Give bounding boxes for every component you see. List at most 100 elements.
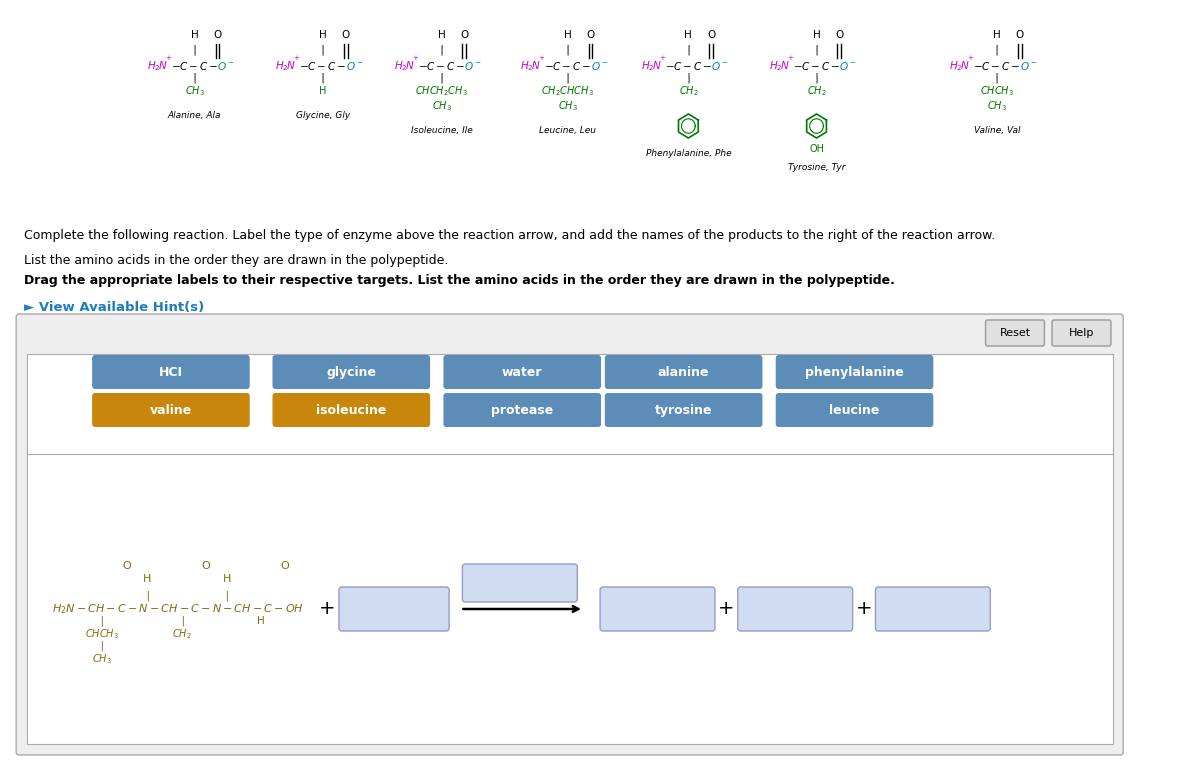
Text: H: H	[812, 30, 821, 40]
FancyBboxPatch shape	[738, 587, 853, 631]
FancyBboxPatch shape	[92, 393, 250, 427]
Text: $H_2\!N$: $H_2\!N$	[949, 59, 970, 73]
FancyBboxPatch shape	[605, 393, 762, 427]
Text: glycine: glycine	[326, 365, 377, 378]
Text: water: water	[502, 365, 542, 378]
Text: $H_2\!N$: $H_2\!N$	[394, 59, 414, 73]
Text: ► View Available Hint(s): ► View Available Hint(s)	[24, 301, 204, 314]
Text: |: |	[438, 73, 445, 83]
Text: |: |	[685, 45, 691, 55]
Text: |: |	[192, 73, 198, 83]
Text: $-C-C-$: $-C-C-$	[793, 60, 840, 72]
Text: Help: Help	[1069, 328, 1094, 338]
Text: $CH_2$: $CH_2$	[678, 84, 698, 98]
Text: |: |	[994, 73, 1000, 83]
FancyBboxPatch shape	[775, 393, 934, 427]
Text: +: +	[539, 55, 544, 61]
Text: +: +	[856, 600, 872, 619]
FancyBboxPatch shape	[462, 564, 577, 602]
FancyBboxPatch shape	[600, 587, 715, 631]
Text: H: H	[994, 30, 1001, 40]
Text: |: |	[438, 45, 445, 55]
Text: |: |	[685, 73, 691, 83]
FancyBboxPatch shape	[1052, 320, 1111, 346]
Text: $-C-C-$: $-C-C-$	[299, 60, 347, 72]
FancyBboxPatch shape	[605, 355, 762, 389]
Text: Alanine, Ala: Alanine, Ala	[168, 111, 221, 120]
Text: $-C-C-$: $-C-C-$	[544, 60, 592, 72]
FancyBboxPatch shape	[985, 320, 1044, 346]
FancyBboxPatch shape	[876, 587, 990, 631]
FancyBboxPatch shape	[16, 314, 1123, 755]
Text: Drag the appropriate labels to their respective targets. List the amino acids in: Drag the appropriate labels to their res…	[24, 274, 895, 287]
Text: tyrosine: tyrosine	[655, 403, 713, 416]
Text: $H_2N-CH-C-N-CH-C-N-CH-C-OH$: $H_2N-CH-C-N-CH-C-N-CH-C-OH$	[53, 602, 305, 616]
Text: $H_2\!N$: $H_2\!N$	[769, 59, 790, 73]
Text: Phenylalanine, Phe: Phenylalanine, Phe	[646, 149, 731, 158]
Text: +: +	[293, 55, 299, 61]
Text: H: H	[191, 30, 198, 40]
Text: OH: OH	[809, 144, 824, 154]
Text: Leucine, Leu: Leucine, Leu	[539, 126, 596, 135]
Text: |: |	[319, 45, 326, 55]
Text: $CH_3$: $CH_3$	[91, 652, 112, 666]
Text: $CHCH_3$: $CHCH_3$	[980, 84, 1014, 98]
Text: O: O	[342, 30, 349, 40]
Text: protease: protease	[491, 403, 553, 416]
Text: H: H	[438, 30, 445, 40]
Text: $O^-$: $O^-$	[1020, 60, 1037, 72]
Text: H: H	[223, 574, 232, 584]
Text: O: O	[707, 30, 715, 40]
Text: H: H	[564, 30, 571, 40]
Text: $O^-$: $O^-$	[712, 60, 728, 72]
FancyBboxPatch shape	[444, 355, 601, 389]
Text: $-C-C-$: $-C-C-$	[418, 60, 466, 72]
Text: Tyrosine, Tyr: Tyrosine, Tyr	[788, 163, 845, 172]
Text: H: H	[319, 86, 326, 96]
Text: $CH_2CHCH_3$: $CH_2CHCH_3$	[541, 84, 594, 98]
Text: O: O	[214, 30, 222, 40]
Text: HCI: HCI	[158, 365, 182, 378]
Text: $CHCH_3$: $CHCH_3$	[84, 627, 119, 641]
Text: isoleucine: isoleucine	[316, 403, 386, 416]
Text: $CH_2$: $CH_2$	[173, 627, 192, 641]
Text: $H_2\!N$: $H_2\!N$	[148, 59, 168, 73]
Text: +: +	[718, 600, 734, 619]
Text: +: +	[166, 55, 170, 61]
Text: $CH_3$: $CH_3$	[558, 99, 577, 113]
Text: $CH_2$: $CH_2$	[806, 84, 827, 98]
Text: |: |	[144, 591, 150, 601]
Text: +: +	[787, 55, 793, 61]
Text: $O^-$: $O^-$	[464, 60, 482, 72]
Text: $CH_3$: $CH_3$	[185, 84, 204, 98]
Text: Reset: Reset	[1000, 328, 1031, 338]
Text: $O^-$: $O^-$	[346, 60, 364, 72]
FancyBboxPatch shape	[338, 587, 449, 631]
Text: $O^-$: $O^-$	[217, 60, 235, 72]
Text: $-C-C-$: $-C-C-$	[170, 60, 218, 72]
Text: valine: valine	[150, 403, 192, 416]
Text: $CHCH_2CH_3$: $CHCH_2CH_3$	[415, 84, 468, 98]
Text: $H_2\!N$: $H_2\!N$	[641, 59, 661, 73]
Text: H: H	[143, 574, 151, 584]
Text: $CH_3$: $CH_3$	[432, 99, 451, 113]
Text: |: |	[814, 45, 820, 55]
Text: |: |	[192, 45, 198, 55]
Text: alanine: alanine	[658, 365, 709, 378]
Text: +: +	[412, 55, 418, 61]
Text: $H_2\!N$: $H_2\!N$	[275, 59, 296, 73]
Text: +: +	[319, 600, 336, 619]
Text: |: |	[814, 73, 820, 83]
Text: H: H	[684, 30, 692, 40]
Text: $O^-$: $O^-$	[839, 60, 857, 72]
Text: $H_2\!N$: $H_2\!N$	[521, 59, 541, 73]
Text: O: O	[587, 30, 595, 40]
Text: O: O	[460, 30, 468, 40]
Text: +: +	[659, 55, 665, 61]
Text: |: |	[994, 45, 1000, 55]
Text: List the amino acids in the order they are drawn in the polypeptide.: List the amino acids in the order they a…	[24, 254, 448, 267]
Text: Valine, Val: Valine, Val	[973, 126, 1020, 135]
Text: |: |	[319, 73, 326, 83]
Text: O: O	[1015, 30, 1024, 40]
Text: $-C-C-$: $-C-C-$	[973, 60, 1021, 72]
